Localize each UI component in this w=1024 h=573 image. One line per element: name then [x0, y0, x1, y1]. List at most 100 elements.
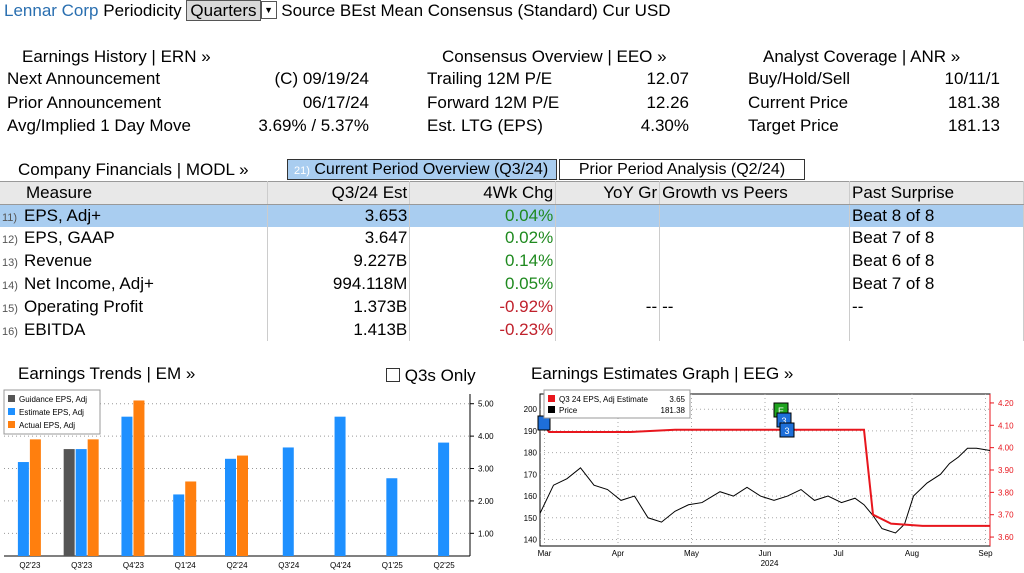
- measure-cell: EPS, Adj+: [24, 205, 102, 225]
- estimates-graph-chart: 140 150 160 170 180 190 200 3.60 3.70 3.80 3.90 4.0…: [524, 389, 1014, 568]
- list-item: Prior Announcement 06/17/24: [7, 93, 369, 117]
- row-value: 3.69% / 5.37%: [258, 116, 369, 135]
- legend-label: Q3 24 EPS, Adj Estimate: [559, 395, 648, 404]
- change-cell: 0.14%: [409, 249, 557, 273]
- q3-only-checkbox[interactable]: Q3s Only: [386, 366, 476, 386]
- event-marker-label: 3: [784, 426, 789, 436]
- tab-prior-period[interactable]: Prior Period Analysis (Q2/24): [559, 159, 805, 180]
- change-cell: 0.04%: [409, 204, 557, 228]
- list-item: Buy/Hold/Sell 10/11/1: [748, 69, 1000, 93]
- right-tick-label: 3.70: [998, 511, 1014, 520]
- x-tick-label: Aug: [905, 549, 919, 558]
- list-item: Target Price 181.13: [748, 116, 1000, 140]
- peers-cell: [659, 318, 851, 342]
- company-name[interactable]: Lennar Corp: [4, 1, 99, 20]
- earnings-trends-title[interactable]: Earnings Trends | EM »: [18, 364, 196, 383]
- legend-value: 3.65: [669, 395, 685, 404]
- legend-box: [543, 389, 691, 419]
- x-year-label: 2024: [761, 559, 779, 568]
- analyst-coverage-title[interactable]: Analyst Coverage | ANR »: [763, 47, 961, 66]
- bar: [121, 416, 133, 556]
- left-tick-label: 140: [524, 535, 538, 544]
- analyst-coverage-rows: Buy/Hold/Sell 10/11/1 Current Price 181.38…: [748, 69, 1000, 140]
- x-tick-label: Q4'23: [123, 561, 145, 570]
- column-header[interactable]: Growth vs Peers: [659, 181, 851, 205]
- checkbox-box[interactable]: [386, 368, 400, 382]
- bar: [237, 455, 248, 556]
- row-value: 12.07: [646, 69, 689, 88]
- legend-swatch: [8, 395, 15, 402]
- yoy-cell: [555, 249, 661, 273]
- table-row[interactable]: 11) EPS, Adj+ 3.653 0.04% Beat 8 of 8: [0, 204, 1024, 228]
- row-number: 11): [2, 211, 18, 224]
- list-item: Current Price 181.38: [748, 93, 1000, 117]
- surprise-cell: [849, 318, 1024, 342]
- table-row[interactable]: 13) Revenue 9.227B 0.14% Beat 6 of 8: [0, 249, 1024, 273]
- consensus-overview-title[interactable]: Consensus Overview | EEO »: [442, 47, 667, 66]
- estimates-graph-title[interactable]: Earnings Estimates Graph | EEG »: [531, 364, 794, 383]
- estimate-cell: 1.413B: [267, 318, 411, 342]
- row-number: 16): [2, 325, 18, 338]
- x-tick-label: Q1'25: [382, 561, 404, 570]
- x-tick-label: Q4'24: [330, 561, 352, 570]
- x-tick-label: May: [684, 549, 699, 558]
- change-cell: -0.92%: [409, 295, 557, 319]
- tab-current-period[interactable]: 21) Current Period Overview (Q3/24): [287, 159, 557, 180]
- x-tick-label: Jun: [759, 549, 772, 558]
- event-marker-label: 3: [781, 416, 786, 426]
- peers-cell: [659, 227, 851, 250]
- legend-swatch: [548, 395, 555, 402]
- legend-box: [3, 389, 101, 435]
- column-header[interactable]: YoY Gr: [555, 181, 661, 205]
- left-tick-label: 200: [524, 405, 538, 414]
- bar: [17, 462, 29, 556]
- legend-label: Price: [559, 406, 578, 415]
- row-label: Current Price: [748, 92, 849, 112]
- legend-label: Actual EPS, Adj: [19, 421, 75, 430]
- right-tick-label: 3.60: [998, 533, 1014, 542]
- consensus-overview-rows: Trailing 12M P/E 12.07 Forward 12M P/E 12.…: [427, 69, 689, 140]
- peers-cell: --: [659, 295, 851, 319]
- y-tick-label: 4.00: [478, 432, 494, 441]
- x-tick-label: Jul: [833, 549, 843, 558]
- legend: Guidance EPS, Adj Estimate EPS, Adj Actual…: [3, 389, 101, 435]
- periodicity-select[interactable]: Quarters: [186, 0, 261, 21]
- surprise-cell: Beat 7 of 8: [849, 227, 1024, 250]
- y-tick-label: 5.00: [478, 400, 494, 409]
- row-number: 12): [2, 234, 18, 247]
- estimate-cell: 3.647: [267, 227, 411, 250]
- bar: [334, 416, 346, 556]
- legend-label: Estimate EPS, Adj: [19, 408, 84, 417]
- yoy-cell: [555, 318, 661, 342]
- change-cell: 0.05%: [409, 272, 557, 296]
- tab-number: 21): [294, 165, 310, 177]
- chevron-down-icon[interactable]: ▼: [260, 1, 277, 19]
- table-row[interactable]: 15) Operating Profit 1.373B -0.92% -- -- …: [0, 295, 1024, 319]
- left-tick-label: 150: [524, 514, 538, 523]
- x-tick-label: Apr: [612, 549, 625, 558]
- row-value: 10/11/1: [944, 69, 1000, 88]
- bar: [282, 447, 294, 556]
- legend-label: Guidance EPS, Adj: [19, 395, 87, 404]
- estimate-cell: 9.227B: [267, 249, 411, 273]
- table-row[interactable]: 16) EBITDA 1.413B -0.23%: [0, 318, 1024, 342]
- peers-cell: [659, 249, 851, 273]
- column-header[interactable]: Measure: [0, 181, 269, 205]
- row-value: (C) 09/19/24: [274, 69, 370, 88]
- bar: [75, 449, 87, 556]
- column-header[interactable]: Q3/24 Est: [267, 181, 411, 205]
- table-row[interactable]: 14) Net Income, Adj+ 994.118M 0.05% Beat …: [0, 272, 1024, 296]
- right-tick-label: 3.80: [998, 488, 1014, 497]
- row-number: 15): [2, 302, 18, 315]
- earnings-history-title[interactable]: Earnings History | ERN »: [22, 47, 211, 66]
- column-header[interactable]: Past Surprise: [849, 181, 1024, 205]
- yoy-cell: [555, 204, 661, 228]
- surprise-cell: Beat 7 of 8: [849, 272, 1024, 296]
- bar: [87, 439, 99, 556]
- financials-title[interactable]: Company Financials | MODL »: [18, 160, 249, 179]
- column-header[interactable]: 4Wk Chg: [409, 181, 557, 205]
- row-number: 13): [2, 257, 18, 270]
- table-row[interactable]: 12) EPS, GAAP 3.647 0.02% Beat 7 of 8: [0, 227, 1024, 250]
- peers-cell: [659, 272, 851, 296]
- x-tick-label: Q2'25: [434, 561, 456, 570]
